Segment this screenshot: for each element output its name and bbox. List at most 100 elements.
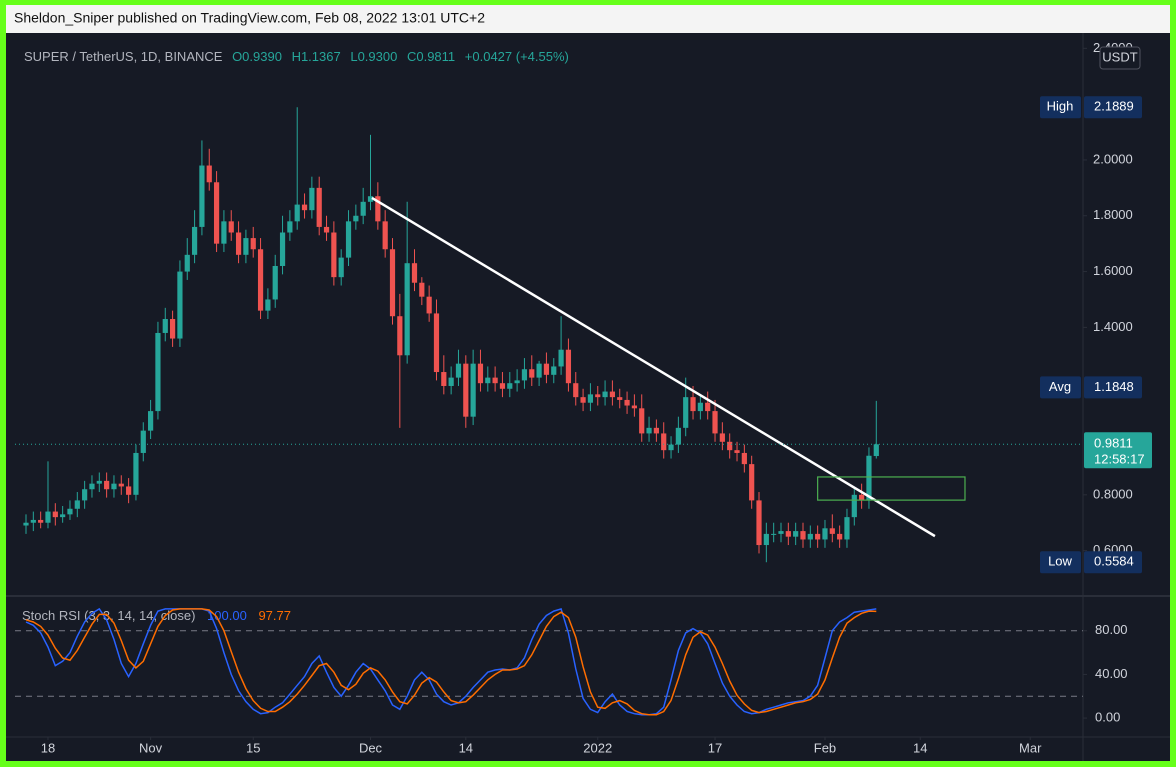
candle-body xyxy=(763,533,769,546)
candle-body xyxy=(426,296,432,314)
y-tick-label: 40.00 xyxy=(1095,666,1128,681)
candle-body xyxy=(206,165,212,183)
candle-body xyxy=(177,271,183,339)
candle-body xyxy=(162,319,168,333)
candle-body xyxy=(441,372,447,386)
candle-body xyxy=(338,257,344,278)
y-tick-label: 0.8000 xyxy=(1093,486,1133,501)
candle-body xyxy=(873,444,879,457)
candle-body xyxy=(771,533,777,535)
candle-body xyxy=(375,196,381,222)
candle-body xyxy=(653,427,659,434)
symbol: SUPER / TetherUS, 1D, BINANCE xyxy=(24,49,223,64)
x-tick-label: Feb xyxy=(814,740,836,755)
candle-body xyxy=(126,486,132,495)
legend-low: L0.9300 xyxy=(350,49,397,64)
candle-body xyxy=(67,508,73,515)
candle-body xyxy=(837,533,843,540)
candle-body xyxy=(228,221,234,233)
candle-body xyxy=(45,511,51,523)
candle-body xyxy=(169,319,176,339)
candle-body xyxy=(30,519,36,523)
candle-body xyxy=(213,182,220,244)
candle-body xyxy=(851,494,857,518)
candle-body xyxy=(756,500,762,546)
candle-body xyxy=(565,349,572,384)
k-last: 100.00 xyxy=(207,608,247,623)
candle-body xyxy=(529,369,535,378)
candle-body xyxy=(111,483,117,490)
candle-body xyxy=(316,187,322,227)
candle-body xyxy=(492,377,498,384)
legend-close: C0.9811 xyxy=(407,49,455,64)
candle-body xyxy=(404,263,410,356)
candle-body xyxy=(499,383,506,389)
candle-body xyxy=(243,238,249,255)
candle-body xyxy=(719,433,725,442)
marker-label-box xyxy=(1040,551,1081,574)
candle-body xyxy=(668,444,674,451)
marker-value-box xyxy=(1084,376,1142,399)
candle-body xyxy=(96,480,102,484)
candle-body xyxy=(690,397,696,412)
candle-body xyxy=(617,397,623,400)
candle-body xyxy=(734,450,740,453)
candle-body xyxy=(272,265,278,300)
marker-value: 2.1889 xyxy=(1094,99,1134,114)
candle-body xyxy=(727,441,733,451)
candle-body xyxy=(323,226,330,233)
candle-body xyxy=(866,455,872,501)
candle-body xyxy=(609,391,616,398)
candle-body xyxy=(551,366,557,375)
last-price: 0.9811 xyxy=(1094,436,1133,451)
currency: USDT xyxy=(1102,49,1137,64)
candle-body xyxy=(199,165,205,227)
candle-body xyxy=(712,411,718,434)
candle-body xyxy=(389,249,396,317)
candle-body xyxy=(287,221,293,233)
candle-body xyxy=(580,397,586,403)
candle-body xyxy=(235,232,242,255)
candle-body xyxy=(191,226,198,255)
candle-body xyxy=(448,377,454,386)
candle-body xyxy=(140,430,146,453)
candle-body xyxy=(411,263,418,283)
x-tick-label: 17 xyxy=(708,740,722,755)
candle-body xyxy=(829,528,835,534)
y-tick-label: 80.00 xyxy=(1095,622,1128,637)
candle-body xyxy=(793,531,799,537)
legend-open: O0.9390 xyxy=(232,49,282,64)
candle-body xyxy=(148,411,154,431)
candle-body xyxy=(367,196,374,202)
candle-body xyxy=(331,232,337,278)
marker-label-box xyxy=(1040,376,1081,399)
stoch-line xyxy=(25,608,877,716)
candle-body xyxy=(822,528,828,540)
y-tick-label: 0.00 xyxy=(1095,710,1120,725)
countdown: 12:58:17 xyxy=(1094,452,1145,467)
candle-body xyxy=(463,363,469,417)
x-tick-label: Dec xyxy=(359,740,383,755)
candle-body xyxy=(514,380,520,384)
x-tick-label: 18 xyxy=(41,740,55,755)
candle-body xyxy=(397,316,403,356)
candle-body xyxy=(455,363,462,378)
candle-body xyxy=(221,221,227,244)
candle-body xyxy=(257,249,264,311)
x-tick-label: Mar xyxy=(1019,740,1042,755)
y-tick-label: 1.6000 xyxy=(1093,263,1133,278)
candle-body xyxy=(507,383,513,389)
candle-body xyxy=(294,204,300,222)
candle-body xyxy=(345,221,352,258)
candle-body xyxy=(683,397,689,428)
candle-body xyxy=(82,489,88,501)
candle-body xyxy=(118,483,124,487)
candle-body xyxy=(184,254,190,272)
candle-body xyxy=(521,369,528,381)
candle-body xyxy=(89,483,95,490)
candle-body xyxy=(38,519,44,523)
trendline xyxy=(371,196,936,538)
x-tick-label: 14 xyxy=(913,740,927,755)
